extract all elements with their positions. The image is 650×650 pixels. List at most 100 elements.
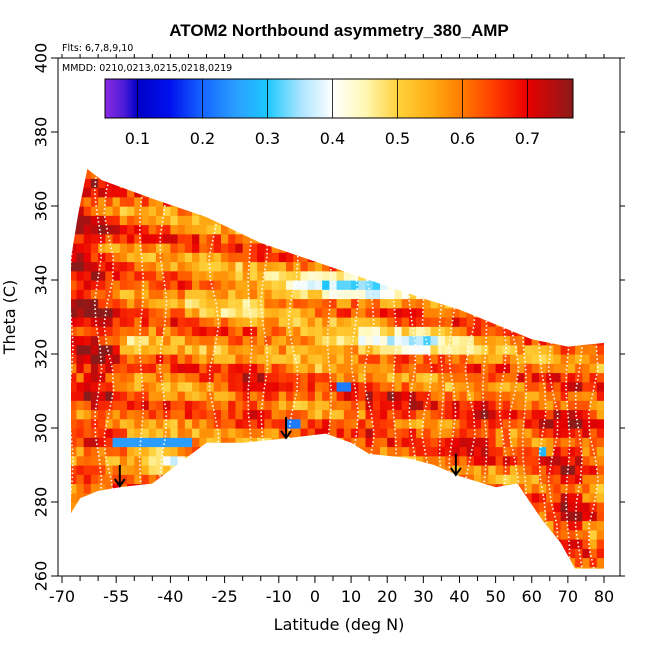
heat-cell (192, 326, 200, 337)
heat-cell (228, 307, 237, 318)
heat-cell (473, 409, 482, 420)
heat-cell (83, 511, 92, 522)
heat-cell (437, 502, 446, 512)
heat-cell (177, 196, 186, 207)
heat-cell (329, 280, 338, 290)
heat-cell (228, 326, 237, 337)
heat-cell (510, 418, 518, 429)
heat-cell (141, 539, 150, 549)
colorbar-swatch (557, 79, 561, 118)
heat-cell (271, 474, 280, 485)
heat-cell (416, 455, 424, 466)
heat-cell (531, 270, 540, 281)
heat-cell (510, 344, 518, 355)
heat-cell (141, 372, 150, 383)
heat-cell (235, 474, 244, 485)
heat-cell (596, 539, 604, 549)
heat-cell (358, 492, 367, 503)
heat-cell (452, 483, 461, 494)
colorbar-swatch (445, 79, 449, 118)
heat-cell (473, 178, 482, 189)
heat-cell (62, 188, 70, 198)
heat-cell (271, 446, 280, 457)
heat-cell (220, 391, 229, 401)
heat-cell (495, 428, 504, 438)
heat-cell (170, 196, 179, 207)
heat-cell (286, 511, 294, 522)
heat-cell (502, 520, 511, 531)
heat-cell (220, 492, 229, 503)
heat-cell (293, 178, 302, 189)
heat-cell (300, 548, 309, 559)
heat-cell (184, 492, 193, 503)
heat-cell (141, 511, 150, 522)
heat-cell (596, 178, 604, 189)
heat-cell (437, 289, 446, 300)
heat-cell (524, 511, 533, 522)
heat-cell (134, 335, 143, 346)
heat-cell (567, 437, 576, 448)
colorbar-swatch (443, 79, 447, 118)
heat-cell (365, 326, 374, 337)
heat-cell (538, 344, 547, 355)
heat-cell (394, 326, 403, 337)
heat-cell (589, 252, 598, 263)
heat-cell (127, 178, 135, 189)
colorbar-swatch (248, 79, 252, 118)
heat-cell (343, 520, 352, 531)
heat-cell (473, 233, 482, 244)
heat-cell (90, 261, 99, 272)
heat-cell (199, 363, 208, 374)
heat-cell (524, 206, 533, 216)
heat-cell (589, 492, 598, 503)
colorbar-swatch (159, 79, 163, 118)
heat-cell (257, 529, 265, 540)
heat-cell (148, 529, 157, 540)
heat-cell (416, 317, 424, 327)
heat-cell (119, 187, 128, 198)
heat-cell (488, 455, 497, 466)
heat-cell (596, 280, 604, 290)
heat-cell (589, 474, 598, 485)
heat-cell (372, 363, 381, 374)
heat-cell (184, 224, 193, 235)
heat-cell (242, 529, 251, 540)
heat-cell (387, 243, 396, 253)
heat-cell (307, 280, 316, 290)
y-tick-label: 320 (32, 339, 51, 370)
heat-cell (423, 502, 432, 512)
heat-cell (90, 511, 99, 522)
heat-cell (387, 354, 396, 364)
heatmap-field (62, 169, 604, 569)
heat-cell (430, 529, 439, 540)
heat-cell (62, 234, 70, 244)
heat-cell (596, 391, 604, 401)
colorbar-swatch (263, 79, 267, 118)
heat-cell (430, 428, 439, 438)
heat-cell (416, 215, 424, 226)
heat-cell (220, 224, 229, 235)
heat-cell (582, 270, 591, 281)
heat-cell (495, 298, 504, 309)
heat-cell (466, 169, 475, 179)
colorbar-swatch (125, 79, 129, 118)
heat-cell (560, 307, 569, 318)
heat-cell (524, 215, 533, 226)
heat-cell (83, 483, 92, 494)
colorbar-swatch (276, 79, 280, 118)
heat-cell (322, 280, 330, 290)
heat-cell (538, 289, 547, 300)
heat-cell (264, 261, 273, 272)
heat-cell (90, 233, 99, 244)
heat-cell (220, 326, 229, 337)
colorbar-swatch (297, 79, 301, 118)
heat-cell (517, 344, 526, 355)
heat-cell (466, 428, 475, 438)
heat-cell (351, 252, 359, 263)
heat-cell (148, 169, 157, 179)
heat-cell (567, 520, 576, 531)
heat-cell (379, 502, 388, 512)
heat-cell (459, 520, 468, 531)
heat-cell (314, 270, 323, 281)
colorbar-swatch (216, 79, 220, 118)
